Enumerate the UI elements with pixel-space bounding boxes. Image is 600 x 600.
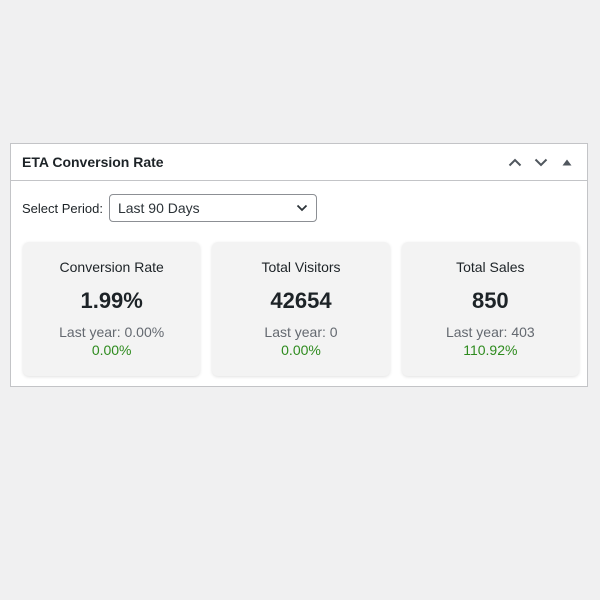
widget-header: ETA Conversion Rate [11, 144, 587, 181]
stat-card-total-sales: Total Sales 850 Last year: 403 110.92% [401, 242, 579, 376]
triangle-up-icon [562, 159, 572, 165]
period-select-value: Last 90 Days [117, 200, 200, 216]
period-row: Select Period: Last 90 Days [11, 193, 587, 223]
card-last-year: Last year: 403 [445, 324, 535, 340]
move-down-button[interactable] [531, 152, 551, 172]
card-change: 0.00% [91, 342, 132, 358]
toggle-panel-button[interactable] [557, 152, 577, 172]
chevron-up-icon [508, 158, 522, 166]
card-value: 42654 [270, 288, 332, 313]
chevron-down-icon [296, 204, 308, 212]
card-last-year: Last year: 0.00% [59, 324, 165, 340]
card-title: Total Sales [456, 259, 525, 275]
stat-card-conversion-rate: Conversion Rate 1.99% Last year: 0.00% 0… [23, 242, 201, 376]
period-select[interactable]: Last 90 Days [108, 194, 317, 222]
card-value: 1.99% [80, 288, 143, 313]
stat-cards: Conversion Rate 1.99% Last year: 0.00% 0… [11, 242, 587, 376]
widget-header-controls [505, 152, 577, 172]
eta-conversion-widget: ETA Conversion Rate Select Period: Last [10, 143, 588, 387]
widget-title: ETA Conversion Rate [22, 154, 164, 170]
move-up-button[interactable] [505, 152, 525, 172]
card-change: 110.92% [463, 342, 518, 358]
card-title: Conversion Rate [59, 259, 164, 275]
card-change: 0.00% [281, 342, 321, 358]
period-label: Select Period: [22, 200, 103, 216]
card-title: Total Visitors [261, 259, 341, 275]
stat-card-total-visitors: Total Visitors 42654 Last year: 0 0.00% [212, 242, 390, 376]
card-value: 850 [471, 288, 509, 313]
card-last-year: Last year: 0 [264, 324, 338, 340]
chevron-down-icon [534, 158, 548, 166]
